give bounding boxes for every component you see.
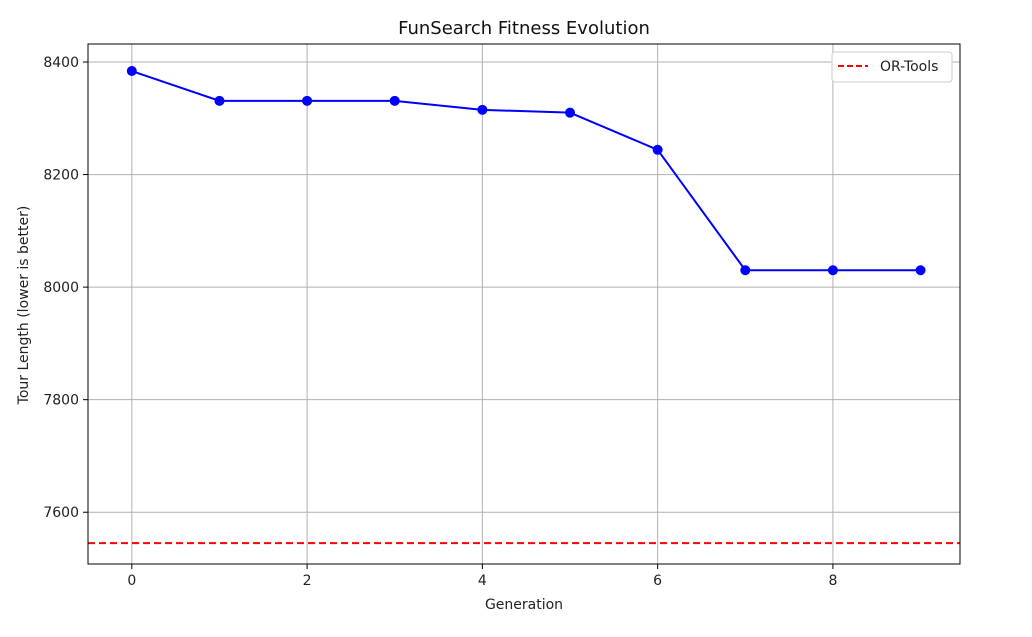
data-point (565, 107, 576, 118)
data-point (652, 144, 663, 155)
x-tick-label: 6 (653, 573, 662, 589)
data-point (389, 95, 400, 106)
legend: OR-Tools (831, 51, 953, 83)
data-point (214, 95, 225, 106)
data-point (302, 95, 313, 106)
data-point (477, 104, 488, 115)
axis-ticks: 0 2 4 6 8 7600 7800 8000 8200 8400 (43, 55, 837, 589)
y-tick-label: 8400 (43, 55, 79, 71)
x-axis-title: Generation (485, 597, 563, 613)
y-tick-label: 7800 (43, 393, 79, 409)
data-point (915, 265, 926, 276)
data-point (827, 265, 838, 276)
x-tick-label: 4 (478, 573, 487, 589)
series-line (131, 70, 921, 272)
y-tick-label: 8200 (43, 168, 79, 184)
legend-box (831, 51, 953, 83)
grid (88, 44, 960, 564)
data-point (740, 265, 751, 276)
legend-label-or-tools: OR-Tools (880, 59, 938, 75)
x-tick-label: 8 (828, 573, 837, 589)
y-tick-label: 7600 (43, 505, 79, 521)
data-point (126, 66, 137, 77)
chart-title: FunSearch Fitness Evolution (398, 18, 650, 39)
x-tick-label: 0 (127, 573, 136, 589)
x-tick-label: 2 (303, 573, 312, 589)
y-axis-title: Tour Length (lower is better) (16, 206, 32, 406)
y-tick-label: 8000 (43, 280, 79, 296)
series-layer (126, 66, 926, 276)
plot-area-frame (87, 43, 961, 565)
